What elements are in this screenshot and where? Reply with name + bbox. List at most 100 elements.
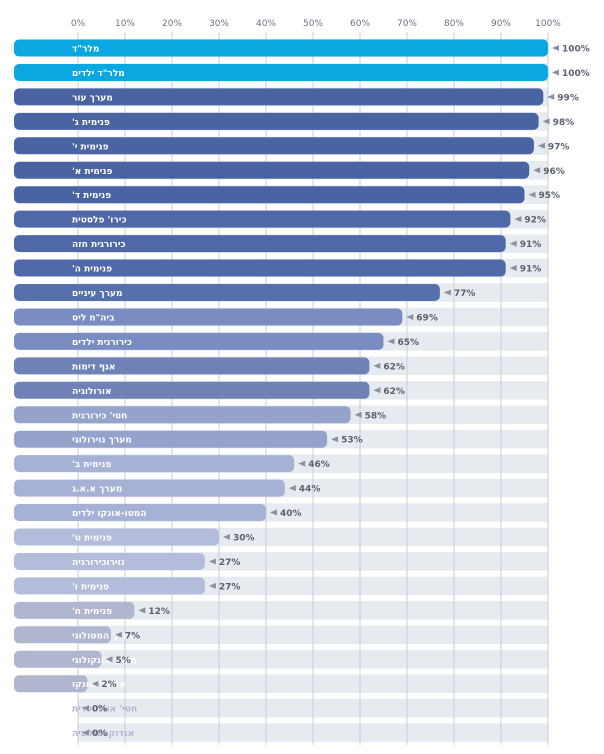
bar [14, 39, 548, 57]
category-label: אנדוקרינולוגיה [72, 729, 134, 739]
value-pointer [208, 582, 216, 589]
category-label: חטי' אורתופדית [72, 705, 137, 715]
category-labels: מלר"ד מלר"ד ילדים מערך עור פנימית ג' פנימית … [72, 45, 147, 740]
bar [14, 259, 506, 277]
bar [14, 601, 135, 619]
value-pointer [288, 485, 296, 492]
category-label: אגף דימות [72, 362, 115, 372]
value-pointer [105, 656, 113, 663]
category-label: כירו' פלסטית [72, 216, 127, 226]
value-pointer [533, 167, 541, 174]
x-axis-ticks: 0% 10% 20% 30% 40% 50% 60% 70% 80% 90% 100% [71, 19, 561, 29]
value-pointer [387, 338, 395, 345]
value-pointer [542, 118, 550, 125]
bar [14, 430, 328, 448]
value-label: 27% [219, 582, 241, 592]
category-label: פנימית ח' [72, 607, 112, 617]
category-label: פנימית ה' [72, 265, 112, 275]
value-pointer [354, 411, 362, 418]
bar [14, 63, 548, 81]
category-label: כירורגית חזה [72, 240, 126, 250]
value-label: 2% [101, 680, 116, 690]
category-label: מערך עור [72, 93, 113, 103]
value-pointer [82, 705, 89, 712]
category-label: פנימית ו' [72, 582, 109, 592]
value-pointer [552, 45, 559, 51]
value-label: 27% [219, 558, 241, 568]
value-label: 46% [308, 460, 330, 470]
category-label: מלר"ד [72, 45, 99, 55]
bar [14, 284, 440, 301]
category-label: נוירוכירורגיה [72, 558, 125, 568]
bar [14, 161, 530, 179]
x-tick-label: 100% [535, 19, 561, 29]
bar [14, 357, 370, 375]
bar [14, 650, 102, 668]
category-label: אורולוגיה [72, 387, 112, 397]
x-tick-label: 0% [71, 19, 86, 29]
x-tick-label: 30% [209, 19, 229, 29]
value-label: 5% [116, 656, 131, 666]
value-label: 95% [539, 191, 561, 201]
bar [14, 406, 351, 424]
value-label: 92% [524, 216, 546, 226]
value-pointer [528, 191, 536, 198]
value-pointer [373, 362, 381, 369]
value-label: 99% [557, 93, 579, 103]
bar [14, 528, 219, 546]
category-label: מערך המטולוגי [72, 631, 135, 641]
value-pointer [82, 729, 89, 736]
bar [14, 577, 205, 595]
value-label: 91% [520, 265, 542, 275]
value-label: 91% [520, 240, 542, 250]
x-tick-label: 90% [491, 19, 511, 29]
bar [14, 455, 295, 473]
x-tick-label: 50% [303, 19, 323, 29]
bar [14, 504, 266, 522]
value-label: 96% [543, 167, 565, 177]
value-pointer [270, 509, 277, 516]
category-label: פנימית ד' [72, 191, 111, 201]
value-pointer [373, 387, 381, 394]
bar [14, 210, 511, 228]
bar [14, 479, 285, 497]
value-label: 100% [562, 45, 590, 55]
bars [14, 39, 548, 693]
value-label: 30% [233, 534, 255, 544]
bar [14, 332, 384, 350]
value-label: 0% [92, 729, 107, 739]
value-label: 100% [562, 69, 590, 79]
category-label: מערך נוירולוגי [72, 436, 132, 446]
bar [14, 235, 506, 253]
x-tick-label: 10% [115, 19, 135, 29]
value-pointer [514, 216, 522, 223]
bar [14, 552, 205, 570]
value-label: 12% [148, 607, 170, 617]
value-pointer [509, 240, 517, 247]
value-label: 65% [398, 338, 420, 348]
category-label: אורתו' אונקו [72, 680, 126, 690]
x-tick-label: 80% [444, 19, 464, 29]
category-label: פנימית י' [72, 142, 109, 152]
value-pointer [406, 313, 414, 320]
value-label: 69% [416, 313, 438, 323]
value-pointer [331, 436, 339, 443]
bar [14, 675, 88, 693]
value-pointer [138, 607, 146, 614]
category-label: מלר"ד ילדים [72, 69, 125, 79]
value-pointer [114, 631, 122, 638]
value-pointer [443, 289, 451, 296]
bar [14, 88, 544, 106]
value-pointer [91, 680, 99, 687]
value-label: 97% [548, 142, 570, 152]
value-pointer [509, 265, 517, 272]
category-label: כירורגית ילדים [72, 338, 132, 348]
value-label: 40% [280, 509, 302, 519]
value-label: 77% [454, 289, 476, 299]
category-label: פנימית ג' [72, 118, 110, 128]
value-label: 0% [92, 705, 107, 715]
value-label: 62% [383, 387, 405, 397]
value-pointer [223, 534, 230, 540]
bar [14, 186, 525, 204]
value-pointer [547, 93, 555, 100]
